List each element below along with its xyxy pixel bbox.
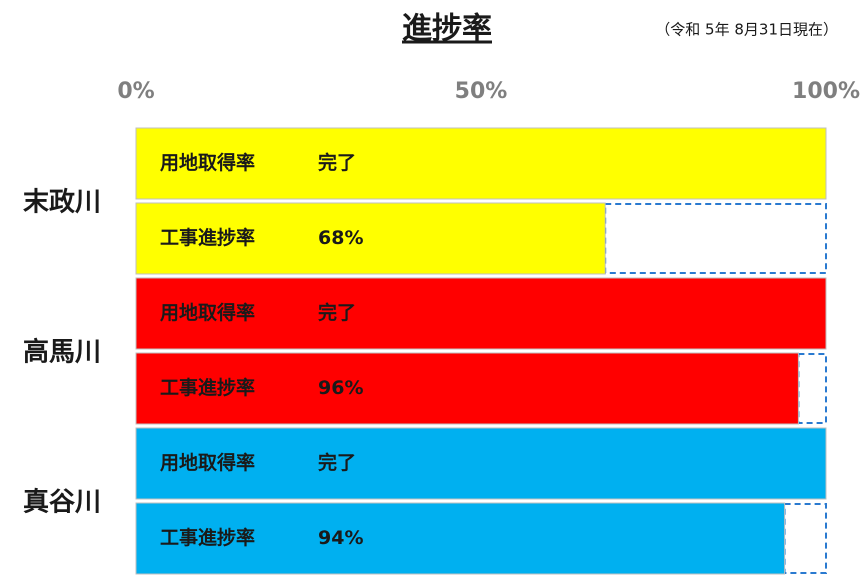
chart-subtitle: （令和 5年 8月31日現在）: [655, 21, 838, 39]
bar-label: 工事進捗率: [160, 226, 255, 249]
bar: [135, 277, 827, 350]
bar-label: 用地取得率: [160, 451, 255, 474]
bar: [135, 202, 606, 275]
bar: [135, 127, 827, 200]
value-label: 68%: [318, 227, 363, 249]
value-label: 94%: [318, 527, 363, 549]
bar-label: 用地取得率: [160, 151, 255, 174]
bar-label: 用地取得率: [160, 301, 255, 324]
x-tick-label: 100%: [792, 79, 860, 104]
bar-label: 工事進捗率: [160, 376, 255, 399]
group-label: 高馬川: [23, 337, 101, 368]
x-tick-label: 0%: [117, 79, 154, 104]
bar: [135, 427, 827, 500]
bar: [135, 502, 786, 575]
value-label: 完了: [318, 301, 356, 324]
bar-label: 工事進捗率: [160, 526, 255, 549]
value-label: 完了: [318, 451, 356, 474]
value-label: 96%: [318, 377, 363, 399]
group-label: 真谷川: [23, 488, 101, 518]
chart-title: 進捗率: [402, 12, 492, 47]
x-tick-label: 50%: [455, 79, 508, 104]
group-label: 末政川: [23, 187, 101, 218]
remainder-outline: [604, 203, 828, 274]
bar: [135, 352, 799, 425]
remainder-outline: [783, 503, 827, 574]
value-label: 完了: [318, 151, 356, 174]
remainder-outline: [797, 353, 828, 424]
